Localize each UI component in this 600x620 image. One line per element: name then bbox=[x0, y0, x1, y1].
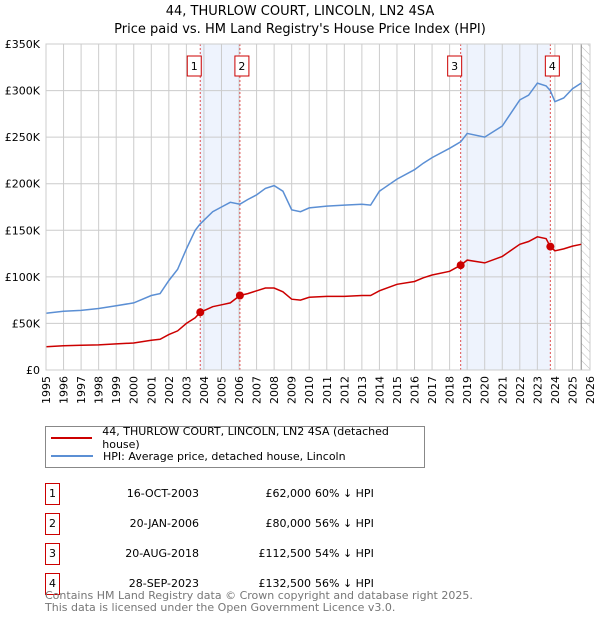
series-line bbox=[45, 236, 582, 348]
transaction-number: 1 bbox=[45, 483, 60, 505]
transaction-row: 3 20-AUG-2018 £112,500 54% ↓ HPI bbox=[45, 543, 445, 565]
y-tick-label: £250K bbox=[5, 131, 41, 144]
sale-label: 3 bbox=[451, 60, 458, 73]
transaction-number: 2 bbox=[45, 513, 60, 535]
series-line bbox=[45, 82, 582, 314]
transaction-date: 20-AUG-2018 bbox=[125, 547, 199, 560]
sale-point bbox=[196, 308, 205, 317]
x-tick-label: 1995 bbox=[40, 376, 53, 404]
x-tick-label: 1999 bbox=[110, 376, 123, 404]
sale-point bbox=[546, 242, 555, 251]
transaction-number: 3 bbox=[45, 543, 60, 565]
transaction-date: 16-OCT-2003 bbox=[126, 487, 199, 500]
transaction-hpi-diff: 54% ↓ HPI bbox=[315, 547, 374, 560]
x-tick-label: 2019 bbox=[461, 376, 474, 404]
x-tick-label: 2007 bbox=[251, 376, 264, 404]
x-tick-label: 2023 bbox=[531, 376, 544, 404]
x-tick-label: 2001 bbox=[145, 376, 158, 404]
y-tick-label: £300K bbox=[5, 85, 41, 98]
forecast-hatch bbox=[581, 44, 590, 370]
x-tick-label: 2008 bbox=[268, 376, 281, 404]
price-chart: 1995 1996 1997 1998 1999 2000 2001 2002 2003 2004… bbox=[5, 38, 597, 404]
x-tick-label: 2003 bbox=[180, 376, 193, 404]
sale-label-box bbox=[234, 55, 250, 77]
x-tick-label: 2021 bbox=[496, 376, 509, 404]
x-tick-label: 2011 bbox=[321, 376, 334, 404]
sale-point bbox=[456, 261, 465, 270]
sale-label: 4 bbox=[549, 60, 556, 73]
x-tick-label: 2020 bbox=[479, 376, 492, 404]
legend: 44, THURLOW COURT, LINCOLN, LN2 4SA (det… bbox=[45, 425, 425, 468]
transaction-hpi-diff: 56% ↓ HPI bbox=[315, 577, 374, 590]
x-tick-label: 2004 bbox=[198, 376, 211, 404]
sale-label-box bbox=[186, 55, 202, 77]
transaction-date: 20-JAN-2006 bbox=[129, 517, 199, 530]
sale-point bbox=[235, 291, 244, 300]
transaction-hpi-diff: 56% ↓ HPI bbox=[315, 517, 374, 530]
footer: Contains HM Land Registry data © Crown c… bbox=[45, 590, 473, 614]
transaction-price: £112,500 bbox=[258, 547, 312, 560]
legend-item-hpi: HPI: Average price, detached house, Linc… bbox=[51, 447, 346, 465]
legend-swatch-red bbox=[51, 437, 93, 439]
x-tick-label: 2025 bbox=[566, 376, 579, 404]
transaction-row: 4 28-SEP-2023 £132,500 56% ↓ HPI bbox=[45, 573, 445, 595]
sale-label: 1 bbox=[191, 60, 198, 73]
x-tick-label: 2026 bbox=[584, 376, 597, 404]
footer-line-1: Contains HM Land Registry data © Crown c… bbox=[45, 589, 473, 602]
x-tick-label: 2017 bbox=[426, 376, 439, 404]
transaction-row: 1 16-OCT-2003 £62,000 60% ↓ HPI bbox=[45, 483, 445, 505]
x-tick-label: 1996 bbox=[58, 376, 71, 404]
chart-title: 44, THURLOW COURT, LINCOLN, LN2 4SA bbox=[165, 4, 435, 19]
transaction-date: 28-SEP-2023 bbox=[128, 577, 199, 590]
x-tick-label: 2015 bbox=[391, 376, 404, 404]
sale-label-box bbox=[544, 55, 560, 77]
x-tick-label: 1998 bbox=[93, 376, 106, 404]
y-tick-label: £350K bbox=[5, 38, 41, 51]
sale-label: 2 bbox=[238, 60, 245, 73]
x-tick-label: 2010 bbox=[303, 376, 316, 404]
legend-label-hpi: HPI: Average price, detached house, Linc… bbox=[103, 449, 346, 463]
x-tick-label: 2000 bbox=[128, 376, 141, 404]
x-tick-label: 2013 bbox=[356, 376, 369, 404]
x-tick-label: 2016 bbox=[409, 376, 422, 404]
y-tick-label: £50K bbox=[12, 317, 41, 330]
x-tick-label: 1997 bbox=[75, 376, 88, 404]
x-tick-label: 2024 bbox=[549, 376, 562, 404]
chart-subtitle: Price paid vs. HM Land Registry's House … bbox=[114, 22, 486, 37]
transaction-row: 2 20-JAN-2006 £80,000 56% ↓ HPI bbox=[45, 513, 445, 535]
shaded-period bbox=[460, 44, 551, 370]
y-tick-label: £0 bbox=[26, 364, 40, 377]
legend-item-property: 44, THURLOW COURT, LINCOLN, LN2 4SA (det… bbox=[51, 425, 424, 451]
x-tick-label: 2005 bbox=[215, 376, 228, 404]
footer-line-2: This data is licensed under the Open Gov… bbox=[45, 601, 396, 614]
plot-border bbox=[45, 43, 591, 371]
transaction-number: 4 bbox=[45, 573, 60, 595]
x-tick-label: 2009 bbox=[286, 376, 299, 404]
x-tick-label: 2002 bbox=[163, 376, 176, 404]
sale-label-box bbox=[447, 55, 463, 77]
transaction-hpi-diff: 60% ↓ HPI bbox=[315, 487, 374, 500]
y-tick-label: £200K bbox=[5, 178, 41, 191]
legend-label-property: 44, THURLOW COURT, LINCOLN, LN2 4SA (det… bbox=[102, 425, 389, 451]
transaction-price: £62,000 bbox=[265, 487, 312, 500]
x-tick-label: 2022 bbox=[514, 376, 527, 404]
transaction-price: £132,500 bbox=[258, 577, 312, 590]
x-tick-label: 2018 bbox=[444, 376, 457, 404]
transaction-price: £80,000 bbox=[265, 517, 312, 530]
x-tick-label: 2014 bbox=[373, 376, 386, 404]
y-tick-label: £100K bbox=[5, 271, 41, 284]
x-tick-label: 2012 bbox=[338, 376, 351, 404]
y-tick-label: £150K bbox=[5, 224, 41, 237]
x-tick-label: 2006 bbox=[233, 376, 246, 404]
legend-swatch-blue bbox=[51, 455, 93, 457]
